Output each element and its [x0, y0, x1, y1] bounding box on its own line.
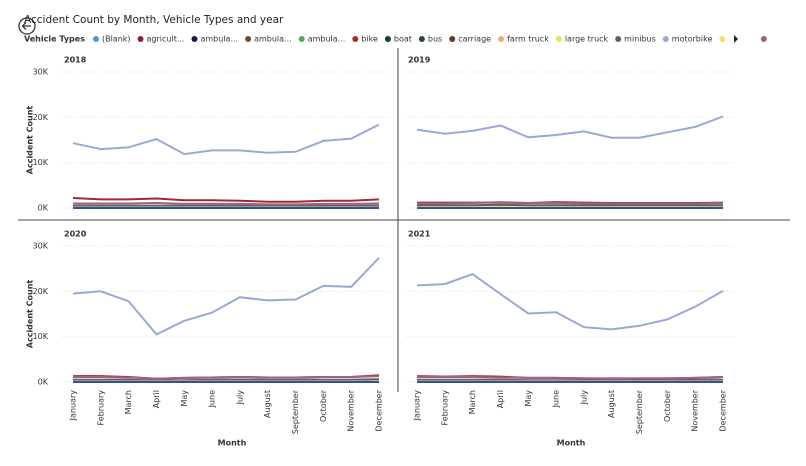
series-line: [417, 203, 723, 207]
legend-label: (Blank): [102, 35, 131, 44]
legend-marker: [191, 36, 198, 42]
series-line: [417, 378, 723, 382]
legend-marker: [384, 36, 391, 42]
legend-label: farm truck: [507, 35, 549, 44]
legend-label: boat: [394, 35, 412, 44]
legend-marker: [352, 36, 359, 42]
y-tick-label: 0K: [38, 378, 49, 387]
x-tick-label: August: [607, 390, 616, 418]
legend-label: bike: [361, 35, 378, 44]
x-tick-label: March: [124, 390, 133, 414]
series-line: [72, 123, 380, 156]
series-line: [73, 378, 380, 382]
series-line: [72, 197, 380, 203]
legend-label: ambula...: [200, 35, 238, 44]
x-tick-label: September: [291, 389, 300, 434]
x-axis-label: Month: [557, 439, 586, 448]
y-tick-label: 30K: [33, 68, 49, 77]
legend-marker: [92, 36, 99, 42]
series-line: [416, 272, 724, 331]
x-tick-label: October: [663, 389, 672, 422]
legend-marker: [760, 36, 767, 42]
x-tick-label: March: [468, 390, 477, 414]
legend-marker: [298, 36, 305, 42]
legend-marker: [418, 36, 425, 42]
legend-label: agricult...: [147, 35, 185, 44]
legend-marker: [615, 36, 622, 42]
legend-label: bus: [428, 35, 442, 44]
x-tick-label: December: [375, 389, 384, 431]
x-tick-label: April: [152, 390, 161, 408]
panel-title: 2021: [408, 230, 431, 239]
x-tick-label: July: [235, 390, 244, 406]
x-tick-label: August: [263, 390, 272, 418]
x-axis-label: Month: [218, 439, 247, 448]
legend-marker: [245, 36, 252, 42]
x-tick-label: July: [579, 390, 588, 406]
legend-marker: [449, 36, 456, 42]
x-tick-label: April: [496, 390, 505, 408]
series-line: [417, 201, 724, 205]
legend-label: motorbike: [672, 35, 713, 44]
legend-label: large truck: [565, 35, 609, 44]
y-tick-label: 20K: [33, 287, 49, 296]
legend-marker: [662, 36, 669, 42]
legend-marker: [719, 36, 726, 42]
back-arrow: [21, 22, 31, 30]
x-tick-label: February: [96, 390, 105, 426]
x-tick-label: May: [524, 390, 533, 407]
legend-marker: [137, 36, 144, 42]
y-tick-label: 20K: [33, 113, 49, 122]
y-tick-label: 0K: [38, 204, 49, 213]
panel-title: 2019: [408, 56, 431, 65]
panel-title: 2018: [64, 56, 87, 65]
legend-label: minibus: [624, 35, 656, 44]
legend-label: ambula...: [308, 35, 346, 44]
x-tick-label: February: [440, 390, 449, 426]
x-tick-label: June: [552, 390, 561, 409]
chart-title: Accident Count by Month, Vehicle Types a…: [24, 14, 284, 26]
x-tick-label: June: [208, 390, 217, 409]
series-line: [73, 375, 380, 380]
series-line: [416, 115, 724, 139]
series-line: [73, 201, 380, 206]
legend-title: Vehicle Types: [24, 35, 85, 44]
x-tick-label: October: [319, 389, 328, 422]
panel-title: 2020: [64, 230, 87, 239]
x-tick-label: January: [69, 390, 78, 422]
series-line: [417, 376, 724, 380]
x-tick-label: May: [180, 390, 189, 407]
x-tick-label: November: [347, 389, 356, 431]
y-axis-label: Accident Count: [26, 280, 35, 349]
x-tick-label: November: [691, 389, 700, 431]
x-tick-label: September: [635, 389, 644, 434]
x-tick-label: December: [719, 389, 728, 431]
y-tick-label: 30K: [33, 242, 49, 251]
series-line: [72, 257, 380, 336]
y-tick-label: 10K: [33, 332, 49, 341]
legend-marker: [555, 36, 562, 42]
y-tick-label: 10K: [33, 158, 49, 167]
legend-scroll[interactable]: [734, 35, 738, 43]
legend-label: carriage: [458, 35, 491, 44]
x-tick-label: January: [413, 390, 422, 422]
legend-marker: [498, 36, 505, 42]
legend-label: ambula...: [254, 35, 292, 44]
y-axis-label: Accident Count: [26, 106, 35, 175]
